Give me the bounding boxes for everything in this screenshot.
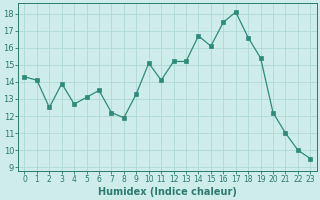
X-axis label: Humidex (Indice chaleur): Humidex (Indice chaleur)	[98, 187, 237, 197]
